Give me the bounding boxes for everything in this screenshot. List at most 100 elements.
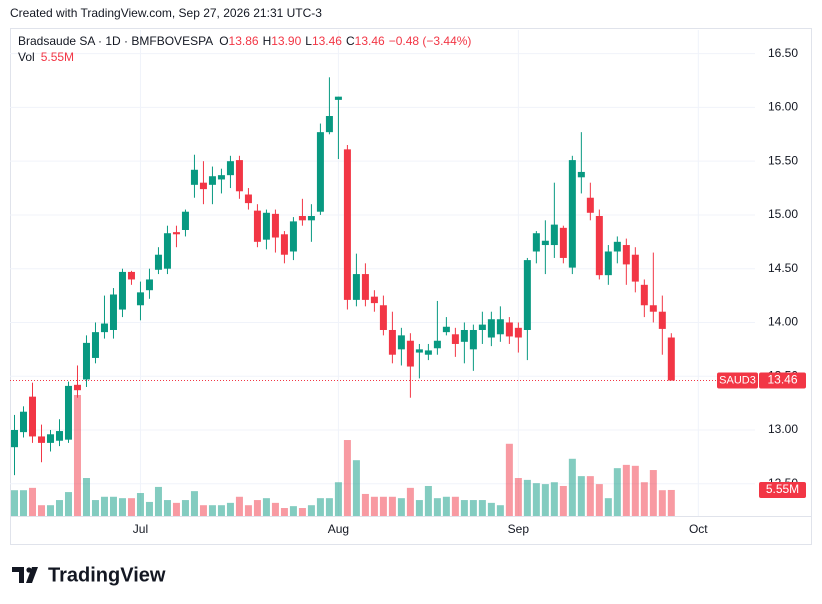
volume-bar (37, 505, 45, 516)
volume-bar (487, 502, 495, 516)
logo-icon (12, 567, 38, 583)
legend-value: 13.90 (271, 34, 301, 48)
volume-bar (46, 505, 54, 516)
y-tick-label: 13.00 (768, 422, 798, 436)
legend-title: Bradsaude SA · 1D · BMFBOVESPA (18, 34, 213, 48)
volume-bar (649, 470, 657, 516)
volume-bar (91, 500, 99, 516)
candle-body (244, 194, 252, 204)
volume-bar (622, 464, 630, 516)
volume-bar (190, 491, 198, 516)
volume-bar (154, 486, 162, 516)
volume-bar (217, 505, 225, 516)
volume-bar (307, 505, 315, 516)
candle-body (424, 350, 432, 355)
volume-bar (496, 505, 504, 516)
candle-body (46, 434, 54, 443)
candle-body (433, 340, 441, 349)
y-tick-label: 16.00 (768, 100, 798, 114)
candle-body (541, 240, 549, 246)
y-tick-label: 15.00 (768, 207, 798, 221)
candle-body (289, 221, 297, 252)
candle-body (37, 436, 45, 443)
y-tick-label: 14.00 (768, 315, 798, 329)
volume-bar (289, 506, 297, 516)
symbol-tag-text: SAUD3 (719, 374, 756, 386)
candle-body (595, 216, 603, 276)
volume-bar (100, 496, 108, 516)
volume-bar (550, 482, 558, 516)
volume-bar (235, 496, 243, 516)
volume-bar (370, 496, 378, 516)
legend-letter: H (263, 34, 272, 48)
price-tag-text: 13.46 (767, 373, 797, 387)
volume-bar (397, 498, 405, 516)
volume-bar (334, 482, 342, 516)
volume-bar (163, 500, 171, 516)
candle-body (379, 305, 387, 330)
volume-bar (82, 478, 90, 516)
volume-legend: Vol 5.55M (18, 50, 74, 64)
candle-body (172, 232, 180, 235)
volume-bar (640, 482, 648, 516)
volume-bar (532, 483, 540, 516)
volume-bar (469, 500, 477, 516)
candle-body (388, 329, 396, 355)
candle-body (559, 227, 567, 258)
candle-body (568, 160, 576, 268)
volume-bar (325, 498, 333, 516)
legend-letter: C (346, 34, 355, 48)
legend-value: 13.86 (229, 34, 259, 48)
candle-body (235, 160, 243, 192)
volume-bar (19, 490, 27, 516)
volume-bar (604, 498, 612, 516)
candle-body (208, 176, 216, 185)
chart-frame (10, 28, 812, 545)
candle-body (325, 116, 333, 133)
volume-bar (118, 498, 126, 516)
candle-body (613, 241, 621, 252)
candle-body (181, 211, 189, 230)
volume-bar (613, 468, 621, 516)
candle-body (505, 322, 513, 337)
candle-body (415, 349, 423, 353)
volume-bar (595, 484, 603, 516)
candle-body (631, 254, 639, 282)
volume-bar (658, 490, 666, 516)
price-tag (759, 372, 806, 389)
legend-letter: O (219, 34, 228, 48)
candle-body (316, 132, 324, 212)
y-tick-label: 15.50 (768, 153, 798, 167)
volume-bar (352, 460, 360, 516)
volume-bar (415, 500, 423, 516)
volume-bar (424, 485, 432, 516)
candle-body (352, 274, 360, 300)
candle-body (640, 284, 648, 306)
candle-body (649, 305, 657, 312)
volume-bar (226, 502, 234, 516)
candle-body (604, 251, 612, 276)
candle-body (496, 319, 504, 335)
candle-body (361, 274, 369, 300)
candle-body (532, 233, 540, 252)
volume-bar (379, 496, 387, 516)
volume-legend-value: 5.55M (41, 50, 74, 64)
volume-bar (64, 492, 72, 516)
y-tick-label: 14.50 (768, 261, 798, 275)
candle-body (550, 224, 558, 246)
candle-body (55, 431, 63, 441)
candle-body (280, 234, 288, 255)
candle-body (370, 296, 378, 304)
candle-body (145, 279, 153, 291)
candle-body (577, 171, 585, 178)
volume-bar (208, 505, 216, 516)
candle-body (28, 396, 36, 437)
volume-bar (460, 500, 468, 516)
volume-title: Vol (18, 50, 35, 64)
candle-body (82, 342, 90, 380)
volume-bar (127, 498, 135, 516)
x-tick-label: Oct (689, 522, 708, 536)
candle-body (163, 233, 171, 269)
legend-value: 13.46 (355, 34, 385, 48)
